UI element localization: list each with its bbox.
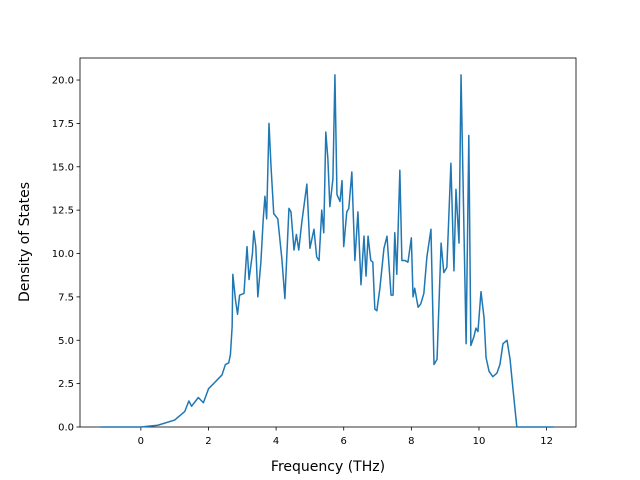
x-tick-label: 10: [473, 436, 486, 447]
y-axis-label: Density of States: [17, 182, 33, 302]
x-tick-label: 12: [540, 436, 553, 447]
y-tick-label: 10.0: [52, 249, 74, 260]
y-tick-label: 2.5: [58, 379, 74, 390]
y-tick-label: 7.5: [58, 292, 74, 303]
y-tick-label: 5.0: [58, 336, 74, 347]
y-tick-label: 17.5: [52, 119, 74, 130]
plot-frame: [79, 57, 577, 428]
y-tick-label: 15.0: [52, 162, 74, 173]
y-tick-label: 0.0: [58, 423, 74, 434]
x-tick-label: 6: [341, 436, 347, 447]
line-series: [100, 74, 554, 428]
x-tick-label: 4: [273, 436, 279, 447]
y-tick-label: 12.5: [52, 206, 74, 217]
x-tick-label: 8: [408, 436, 414, 447]
x-tick-label: 0: [138, 436, 144, 447]
x-tick-label: 2: [205, 436, 211, 447]
x-axis-label: Frequency (THz): [271, 459, 385, 475]
y-tick-label: 20.0: [52, 76, 74, 87]
